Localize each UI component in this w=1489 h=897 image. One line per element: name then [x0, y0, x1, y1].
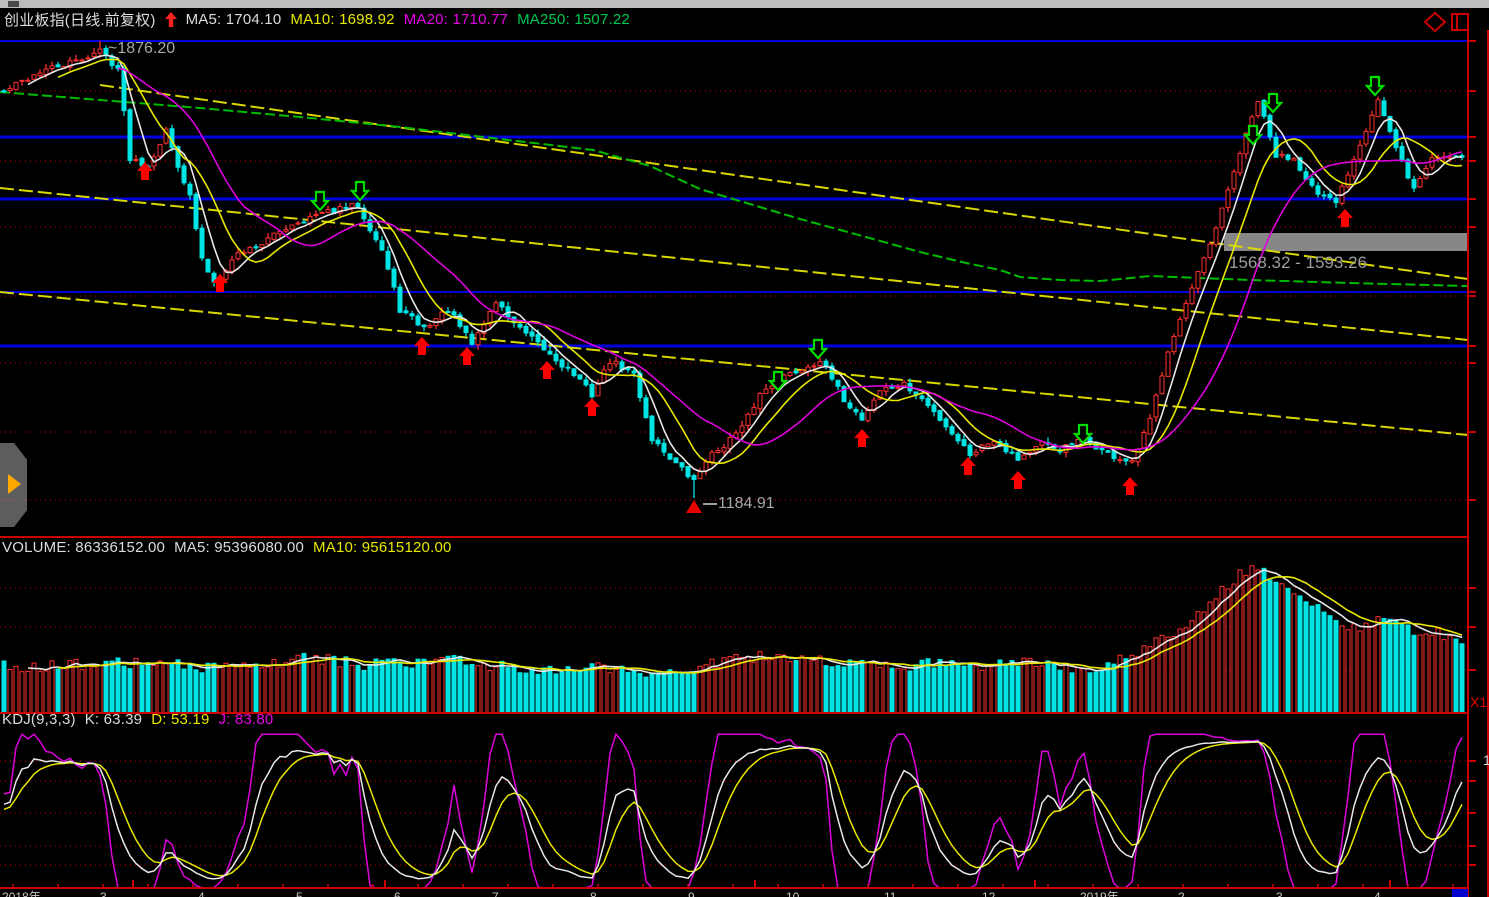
volume-header: VOLUME: 86336152.00 MA5: 95396080.00 MA1… — [2, 539, 452, 556]
volume-ma10-value: MA10: 95615120.00 — [313, 539, 452, 556]
low-annotation: 1184.91 — [686, 495, 775, 513]
buy-arrow-icon — [459, 347, 475, 365]
ma10-value: MA10: 1698.92 — [290, 11, 395, 28]
ma5-value: MA5: 1704.10 — [185, 11, 282, 28]
buy-arrow-icon — [539, 361, 555, 379]
sell-arrow-icon — [349, 180, 371, 202]
sell-arrow-icon — [807, 338, 829, 360]
panel-frame: 2018年 3 4 5 6 7 8 9 10 11 12 2019年 2 3 4 — [0, 30, 1489, 897]
date-axis-label: 10 — [786, 890, 800, 897]
corner-icons — [1423, 11, 1469, 37]
sell-arrow-icon — [1242, 124, 1264, 146]
date-axis-label: 4 — [198, 890, 205, 897]
ma20-value: MA20: 1710.77 — [403, 11, 509, 28]
up-arrow-icon — [164, 12, 177, 27]
kdj-panel — [0, 732, 1468, 887]
range-band-label: 1568.32 - 1593.26 — [1229, 253, 1368, 272]
date-axis-label: 2 — [1178, 890, 1185, 897]
date-axis-label: 12 — [982, 890, 996, 897]
sell-arrow-icon — [1262, 92, 1284, 114]
bottom-right-selection — [1452, 889, 1468, 897]
kdj-j-value: J: 83.80 — [218, 711, 274, 728]
signal-arrows-layer — [137, 75, 1386, 495]
kdj-title: KDJ(9,3,3) — [2, 711, 76, 728]
low-marker-icon — [686, 499, 702, 513]
instrument-title: 创业板指(日线.前复权) — [4, 12, 156, 29]
date-axis-label: 2019年 — [1080, 890, 1119, 897]
buy-arrow-icon — [854, 429, 870, 447]
price-range-band — [1224, 233, 1468, 251]
volume-panel — [0, 565, 1468, 712]
buy-arrow-icon — [1337, 209, 1353, 227]
date-axis-label: 11 — [884, 890, 897, 897]
buy-arrow-icon — [414, 337, 430, 355]
date-axis-label: 3 — [1276, 890, 1283, 897]
date-axis-label: 5 — [296, 890, 303, 897]
buy-arrow-icon — [1010, 471, 1026, 489]
diamond-icon[interactable] — [1423, 11, 1447, 37]
volume-value: VOLUME: 86336152.00 — [2, 539, 166, 556]
ma250-value: MA250: 1507.22 — [517, 11, 630, 28]
buy-arrow-icon — [584, 398, 600, 416]
main-price-panel — [0, 40, 1468, 501]
date-axis-label: 3 — [100, 890, 107, 897]
low-pointer-line — [703, 503, 717, 505]
high-annotation: ~1876.20 — [108, 40, 176, 57]
window-top-strip — [0, 0, 1489, 8]
date-axis-label: 2018年 — [2, 890, 41, 897]
kdj-k-value: K: 63.39 — [84, 711, 143, 728]
buy-arrow-icon — [212, 274, 228, 292]
date-axis-label: 7 — [492, 890, 499, 897]
left-panel-handle[interactable] — [0, 443, 27, 527]
right-axis-partial-label: 1 — [1483, 752, 1489, 768]
kdj-header: KDJ(9,3,3) K: 63.39 D: 53.19 J: 83.80 — [2, 711, 273, 728]
sell-arrow-icon — [767, 370, 789, 392]
date-axis-label: 9 — [688, 890, 695, 897]
kdj-d-value: D: 53.19 — [151, 711, 210, 728]
split-window-icon[interactable] — [1451, 12, 1469, 37]
sell-arrow-icon — [1364, 75, 1386, 97]
low-annotation-text: 1184.91 — [718, 495, 775, 512]
volume-ma5-value: MA5: 95396080.00 — [174, 539, 305, 556]
window-control-square[interactable] — [8, 1, 19, 7]
date-axis-label: 4 — [1374, 890, 1381, 897]
buy-arrow-icon — [1122, 477, 1138, 495]
expand-arrow-icon — [8, 474, 21, 494]
date-axis-label: 8 — [590, 890, 597, 897]
x1-label: X1 — [1470, 694, 1488, 710]
date-axis-label: 6 — [394, 890, 401, 897]
main-chart-header: 创业板指(日线.前复权) MA5: 1704.10 MA10: 1698.92 … — [4, 9, 630, 30]
buy-arrow-icon — [960, 457, 976, 475]
sell-arrow-icon — [1072, 423, 1094, 445]
sell-arrow-icon — [309, 190, 331, 212]
buy-arrow-icon — [137, 162, 153, 180]
